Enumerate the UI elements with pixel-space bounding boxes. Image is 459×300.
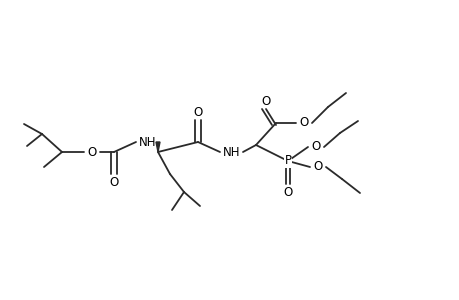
Text: O: O	[193, 106, 202, 118]
Text: P: P	[284, 154, 291, 167]
Text: O: O	[109, 176, 118, 188]
Text: NH: NH	[139, 136, 157, 148]
Polygon shape	[156, 142, 160, 152]
Text: O: O	[261, 94, 270, 107]
Text: O: O	[311, 140, 320, 154]
Text: O: O	[313, 160, 322, 173]
Text: NH: NH	[223, 146, 240, 158]
Text: O: O	[87, 146, 96, 158]
Text: O: O	[299, 116, 308, 130]
Text: O: O	[283, 187, 292, 200]
